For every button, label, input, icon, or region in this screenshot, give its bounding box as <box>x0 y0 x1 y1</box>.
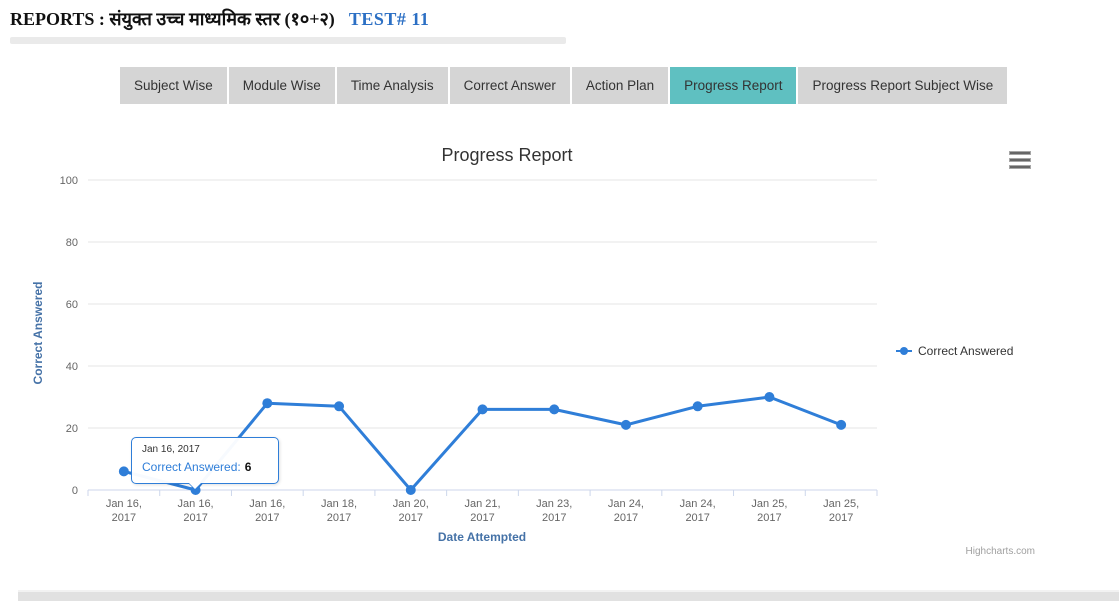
data-point-marker[interactable] <box>405 485 416 495</box>
tab-module-wise[interactable]: Module Wise <box>228 67 335 104</box>
bottom-scrollbar-track[interactable] <box>18 590 1119 601</box>
hamburger-icon[interactable] <box>1006 148 1034 172</box>
data-point-marker[interactable] <box>620 419 631 430</box>
highcharts-credits-link[interactable]: Highcharts.com <box>965 546 1035 557</box>
x-tick-label: Jan 24, 2017 <box>608 498 644 524</box>
x-tick-label: Jan 20, 2017 <box>393 498 429 524</box>
x-tick-label: Jan 25, 2017 <box>751 498 787 524</box>
data-point-marker[interactable] <box>692 401 703 412</box>
tab-progress-report-subject-wise[interactable]: Progress Report Subject Wise <box>798 67 1008 104</box>
tooltip-date: Jan 16, 2017 <box>142 444 200 455</box>
x-tick-label: Jan 23, 2017 <box>536 498 572 524</box>
x-tick-label: Jan 24, 2017 <box>680 498 716 524</box>
data-point-marker[interactable] <box>836 419 847 430</box>
x-tick-label: Jan 21, 2017 <box>464 498 500 524</box>
data-point-marker[interactable] <box>477 404 488 415</box>
tab-correct-answer[interactable]: Correct Answer <box>449 67 570 104</box>
y-tick-label: 80 <box>66 237 78 249</box>
legend-item-correct-answered[interactable]: Correct Answered <box>896 344 1013 358</box>
hamburger-bar <box>1009 158 1031 162</box>
y-tick-label: 0 <box>72 485 78 497</box>
hamburger-bar <box>1009 165 1031 169</box>
data-point-marker[interactable] <box>549 404 560 415</box>
data-point-marker[interactable] <box>764 392 775 402</box>
x-axis-title: Date Attempted <box>437 530 527 544</box>
page-title: REPORTS : संयुक्त उच्च माध्यमिक स्तर (१०… <box>10 7 429 31</box>
data-point-marker[interactable] <box>334 401 345 412</box>
report-title-text: REPORTS : संयुक्त उच्च माध्यमिक स्तर (१०… <box>10 9 335 29</box>
tab-subject-wise[interactable]: Subject Wise <box>120 67 227 104</box>
header-divider <box>10 37 566 44</box>
y-tick-label: 100 <box>60 175 78 187</box>
data-point-marker[interactable] <box>262 398 273 409</box>
x-tick-label: Jan 16, 2017 <box>106 498 142 524</box>
y-tick-label: 40 <box>66 361 78 373</box>
report-tab-bar: Subject Wise Module Wise Time Analysis Corr… <box>120 67 1008 104</box>
tab-time-analysis[interactable]: Time Analysis <box>336 67 448 104</box>
tab-action-plan[interactable]: Action Plan <box>571 67 669 104</box>
chart-title: Progress Report <box>441 145 573 165</box>
legend-series-marker-icon <box>896 346 912 356</box>
y-tick-label: 20 <box>66 423 78 435</box>
x-tick-label: Jan 16, 2017 <box>178 498 214 524</box>
x-tick-label: Jan 18, 2017 <box>321 498 357 524</box>
tab-progress-report[interactable]: Progress Report <box>670 67 797 104</box>
x-tick-label: Jan 25, 2017 <box>823 498 859 524</box>
legend-label: Correct Answered <box>918 344 1014 358</box>
x-tick-label: Jan 16, 2017 <box>249 498 285 524</box>
hamburger-bar <box>1009 151 1031 155</box>
chart-tooltip: Jan 16, 2017 Correct Answered: 6 <box>131 437 279 490</box>
test-number-label: TEST# 11 <box>348 9 430 29</box>
tooltip-value: 6 <box>244 460 252 474</box>
tooltip-series-label: Correct Answered: <box>142 460 241 474</box>
y-tick-label: 60 <box>66 299 78 311</box>
data-point-marker[interactable] <box>118 466 129 477</box>
